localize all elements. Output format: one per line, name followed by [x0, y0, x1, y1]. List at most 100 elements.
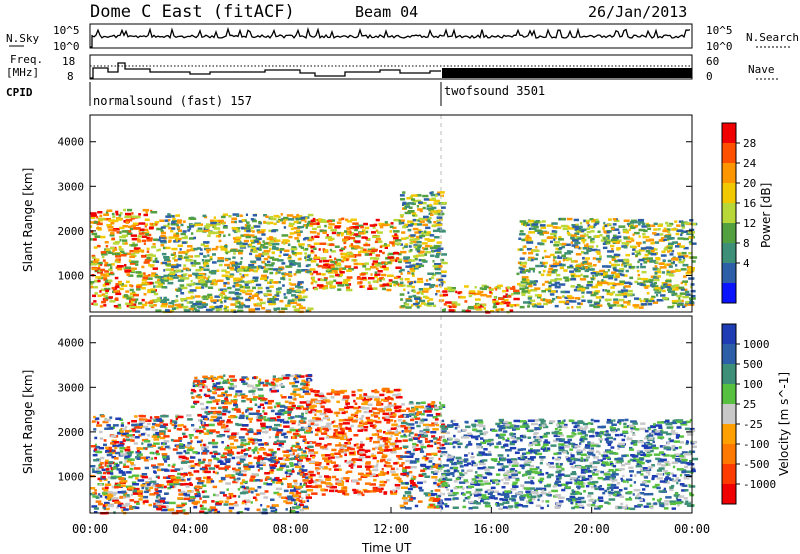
heatmap-cell: [639, 299, 643, 303]
heatmap-cell: [275, 508, 278, 512]
heatmap-cell: [115, 266, 122, 269]
heatmap-cell: [384, 221, 388, 224]
heatmap-cell: [308, 451, 315, 454]
heatmap-cell: [381, 261, 387, 264]
heatmap-cell: [359, 421, 363, 425]
heatmap-cell: [288, 396, 293, 399]
heatmap-cell: [264, 472, 270, 475]
heatmap-cell: [393, 218, 400, 222]
heatmap-cell: [135, 271, 142, 274]
heatmap-cell: [228, 297, 232, 301]
heatmap-cell: [186, 249, 190, 252]
heatmap-cell: [230, 249, 236, 252]
heatmap-cell: [252, 276, 259, 279]
heatmap-cell: [349, 236, 356, 240]
heatmap-cell: [557, 255, 560, 258]
heatmap-cell: [139, 495, 144, 498]
heatmap-cell: [203, 268, 210, 271]
heatmap-cell: [195, 269, 202, 272]
heatmap-cell: [552, 226, 558, 229]
heatmap-cell: [141, 442, 144, 445]
heatmap-cell: [288, 453, 295, 456]
heatmap-cell: [183, 474, 186, 478]
heatmap-cell: [272, 481, 275, 484]
heatmap-cell: [283, 219, 286, 222]
heatmap-cell: [266, 267, 273, 271]
heatmap-cell: [519, 233, 526, 236]
heatmap-cell: [182, 503, 186, 507]
heatmap-cell: [298, 243, 305, 246]
heatmap-cell: [127, 295, 135, 298]
heatmap-cell: [291, 404, 296, 408]
heatmap-cell: [476, 292, 482, 296]
heatmap-cell: [419, 209, 423, 213]
heatmap-cell: [344, 236, 351, 239]
heatmap-cell: [683, 246, 689, 250]
heatmap-cell: [206, 478, 213, 481]
heatmap-cell: [174, 303, 182, 307]
heatmap-cell: [656, 294, 659, 297]
heatmap-cell: [404, 211, 412, 215]
heatmap-cell: [127, 486, 134, 490]
heatmap-cell: [594, 222, 600, 225]
heatmap-cell: [149, 486, 154, 490]
heatmap-cell: [120, 428, 124, 431]
heatmap-cell: [340, 252, 343, 256]
heatmap-cell: [279, 248, 285, 251]
heatmap-cell: [270, 509, 276, 513]
heatmap-cell: [348, 255, 356, 258]
heatmap-cell: [231, 264, 238, 267]
heatmap-cell: [218, 263, 223, 267]
heatmap-cell: [174, 236, 179, 240]
heatmap-cell: [685, 293, 691, 296]
heatmap-cell: [267, 458, 273, 461]
heatmap-cell: [144, 440, 151, 443]
heatmap-cell: [607, 304, 614, 307]
heatmap-cell: [381, 265, 387, 268]
heatmap-cell: [433, 202, 439, 205]
heatmap-cell: [291, 251, 297, 255]
heatmap-cell: [516, 303, 520, 307]
heatmap-cell: [103, 439, 107, 442]
heatmap-cell: [204, 411, 209, 414]
heatmap-cell: [133, 442, 138, 445]
heatmap-cell: [308, 425, 311, 428]
heatmap-cell: [107, 263, 112, 267]
heatmap-cell: [170, 274, 173, 278]
heatmap-cell: [233, 402, 238, 405]
heatmap-cell: [339, 455, 343, 458]
heatmap-cell: [438, 264, 443, 268]
heatmap-cell: [185, 457, 190, 460]
heatmap-cell: [202, 214, 207, 218]
heatmap-cell: [146, 483, 151, 486]
heatmap-cell: [240, 460, 245, 463]
heatmap-cell: [287, 257, 292, 260]
heatmap-cell: [367, 403, 373, 406]
heatmap-cell: [150, 444, 156, 447]
heatmap-cell: [614, 255, 620, 258]
heatmap-cell: [222, 222, 225, 225]
heatmap-cell: [145, 223, 148, 226]
heatmap-cell: [160, 505, 168, 508]
heatmap-cell: [690, 283, 695, 286]
heatmap-cell: [448, 288, 456, 292]
heatmap-cell: [282, 242, 286, 245]
heatmap-cell: [551, 269, 558, 272]
heatmap-cell: [666, 269, 670, 273]
heatmap-cell: [655, 261, 659, 264]
heatmap-cell: [145, 233, 149, 236]
heatmap-cell: [119, 250, 125, 254]
heatmap-cell: [526, 247, 532, 251]
heatmap-cell: [106, 471, 111, 475]
heatmap-cell: [563, 290, 570, 294]
heatmap-cell: [96, 448, 100, 451]
heatmap-cell: [233, 504, 239, 507]
heatmap-cell: [120, 424, 124, 427]
heatmap-cell: [326, 219, 333, 223]
heatmap-cell: [557, 296, 562, 299]
heatmap-cell: [146, 239, 153, 242]
heatmap-cell: [218, 406, 222, 410]
heatmap-cell: [560, 290, 566, 294]
heatmap-cell: [294, 501, 297, 505]
heatmap-cell: [227, 281, 230, 285]
